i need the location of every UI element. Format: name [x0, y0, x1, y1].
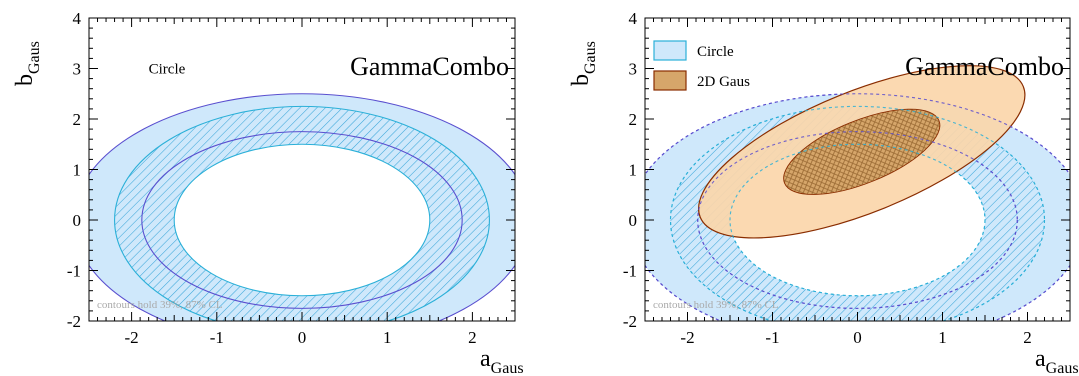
x-tick-label: -1: [765, 328, 779, 347]
y-tick-label: 3: [629, 60, 638, 79]
x-axis-label: aGaus: [1035, 346, 1079, 376]
circle-contour-39-outer: [114, 105, 490, 321]
y-axis-label: bGaus: [568, 41, 599, 86]
x-tick-label: 2: [468, 328, 477, 347]
circle-overlay-line-2: [670, 105, 1045, 321]
legend-entry-2d-gaus: 2D Gaus: [697, 74, 750, 90]
legend: Circle 2D Gaus: [653, 40, 750, 91]
y-tick-label: 1: [73, 161, 82, 180]
brand-label: GammaCombo: [350, 52, 509, 81]
left-panel: -2 -1 0 1 2 -2 -1 0 1 2 3 4 GammaCombo Circle conto…: [12, 9, 524, 376]
circle-contour-overlay: [645, 93, 1070, 321]
x-tick-label: 0: [853, 328, 862, 347]
footnote: contours hold 39%, 87% CL: [653, 299, 779, 311]
footnote: contours hold 39%, 87% CL: [97, 299, 223, 311]
x-tick-label: 0: [298, 328, 307, 347]
x-tick-label: -1: [210, 328, 224, 347]
tick-labels: -2 -1 0 1 2 -2 -1 0 1 2 3 4: [623, 9, 1032, 347]
y-tick-label: 2: [629, 110, 638, 129]
circle-overlay-line-3: [729, 143, 986, 297]
plot-area: [89, 93, 515, 321]
x-tick-label: 2: [1023, 328, 1032, 347]
2d-gaus-contour-39: [783, 108, 941, 195]
y-tick-label: 3: [73, 60, 82, 79]
ticks: [644, 17, 1071, 322]
right-panel: -2 -1 0 1 2 -2 -1 0 1 2 3 4 GammaCombo Circle 2D Ga…: [568, 9, 1079, 376]
y-axis-label: bGaus: [12, 41, 43, 86]
x-tick-label: 1: [383, 328, 392, 347]
y-tick-label: -1: [623, 262, 637, 281]
y-tick-label: 4: [629, 9, 638, 28]
ticks: [88, 17, 516, 322]
y-tick-label: -2: [623, 312, 637, 331]
circle-overlay-line-1: [697, 131, 1018, 309]
x-tick-label: -2: [680, 328, 694, 347]
y-tick-label: 4: [73, 9, 82, 28]
y-tick-label: 0: [629, 211, 638, 230]
y-tick-label: 2: [73, 110, 82, 129]
x-tick-label: 1: [938, 328, 947, 347]
legend-swatch-2d-gaus: [653, 70, 687, 91]
y-tick-label: -1: [67, 262, 81, 281]
plot-area: [645, 65, 1070, 321]
circle-contour-87-outer: [89, 93, 515, 321]
series-label-circle: Circle: [149, 62, 186, 78]
legend-entry-circle: Circle: [697, 44, 734, 60]
y-tick-label: -2: [67, 312, 81, 331]
circle-contour-87-inner: [141, 131, 463, 309]
circle-contour-39-hatch: [114, 106, 490, 321]
y-tick-label: 1: [629, 161, 638, 180]
x-axis-label: aGaus: [480, 346, 524, 376]
x-tick-label: -2: [125, 328, 139, 347]
tick-labels: -2 -1 0 1 2 -2 -1 0 1 2 3 4: [67, 9, 477, 347]
brand-label: GammaCombo: [905, 52, 1064, 81]
y-tick-label: 0: [73, 211, 82, 230]
legend-swatch-circle: [653, 40, 687, 61]
circle-contour-39-inner: [173, 143, 431, 297]
